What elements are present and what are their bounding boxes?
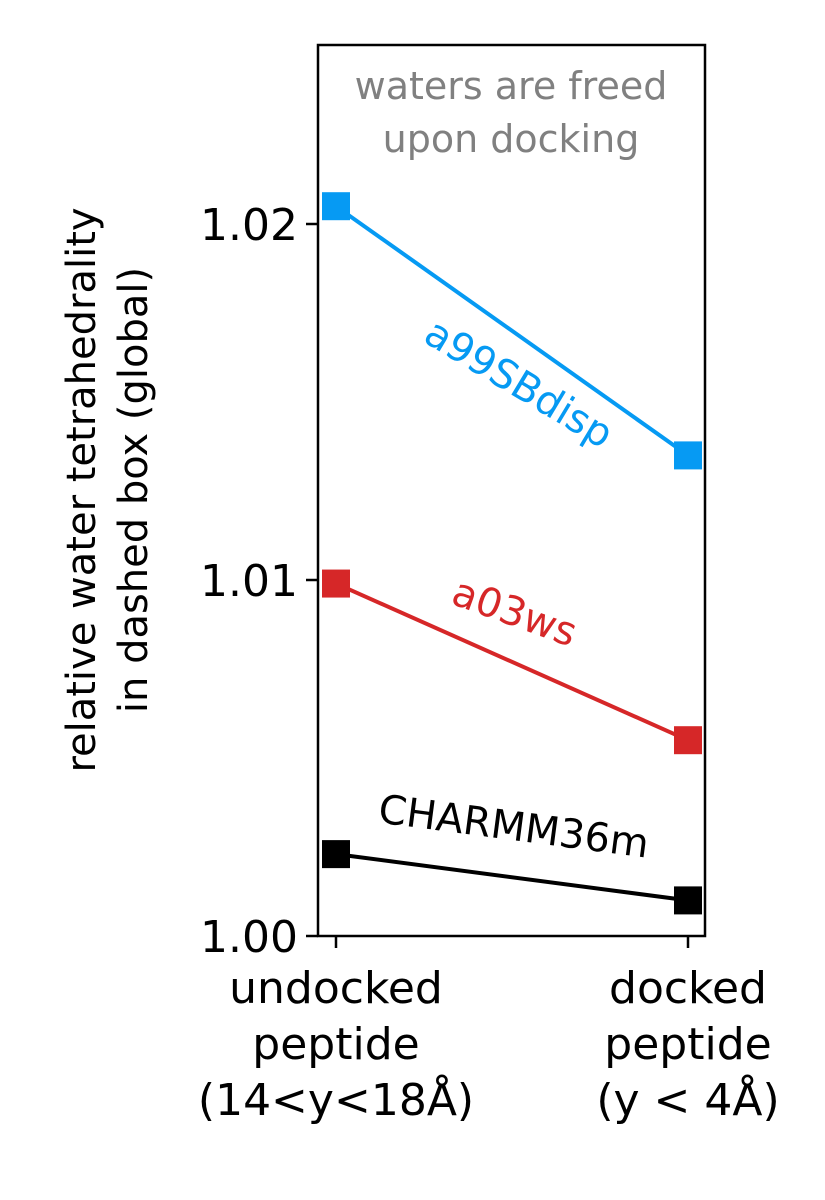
x-tick-label: undocked <box>229 963 443 1014</box>
x-tick-label: (y < 4Å) <box>596 1073 779 1126</box>
series-label: CHARMM36m <box>376 787 652 868</box>
series-line <box>335 852 689 903</box>
y-axis-label: relative water tetrahedrality in dashed … <box>59 207 157 772</box>
series-marker <box>322 840 350 869</box>
x-tick-label: docked <box>609 963 767 1014</box>
y-tick-label: 1.01 <box>200 556 298 607</box>
series-marker <box>322 569 350 598</box>
plot-frame <box>316 43 707 938</box>
y-axis-label-line-2: in dashed box (global) <box>111 267 157 713</box>
series-marker <box>322 192 350 221</box>
x-tick-label: (14<y<18Å) <box>198 1073 474 1126</box>
annotation-line-1: waters are freed <box>355 64 668 108</box>
plot-area: 1.001.011.02undockedpeptide(14<y<18Å)doc… <box>198 192 780 1126</box>
series-marker <box>674 726 702 755</box>
y-axis-label-line-1: relative water tetrahedrality <box>59 207 105 772</box>
x-tick-label: peptide <box>252 1019 419 1070</box>
series-line <box>334 204 690 458</box>
x-tick-label: peptide <box>604 1019 771 1070</box>
y-tick-label: 1.00 <box>200 912 298 963</box>
series-marker <box>674 441 702 470</box>
y-tick-label: 1.02 <box>200 200 298 251</box>
annotation: waters are freed upon docking <box>355 64 668 161</box>
series-line <box>335 581 689 743</box>
series-marker <box>674 886 702 915</box>
annotation-line-2: upon docking <box>383 117 640 161</box>
